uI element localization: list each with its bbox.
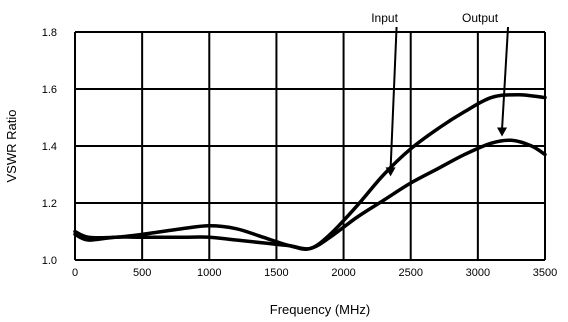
x-tick-label: 500 bbox=[133, 267, 151, 279]
tick-labels: 0 500 1000 1500 2000 2500 3000 3500 1.0 1.2 1.4 1.6… bbox=[42, 27, 558, 279]
x-tick-label: 0 bbox=[72, 267, 78, 279]
series-line-input bbox=[73, 92, 547, 251]
annotations: Input Output bbox=[371, 11, 510, 177]
annotation-label-output: Output bbox=[462, 11, 499, 25]
x-tick-label: 1000 bbox=[197, 267, 221, 279]
axes bbox=[74, 32, 545, 261]
y-tick-label: 1.6 bbox=[42, 84, 57, 96]
y-tick-label: 1.4 bbox=[42, 141, 57, 153]
x-tick-label: 2500 bbox=[398, 267, 422, 279]
y-tick-label: 1.0 bbox=[42, 255, 57, 267]
y-axis-label: VSWR Ratio bbox=[4, 110, 19, 183]
annotation-arrowhead bbox=[497, 127, 508, 137]
y-tick-label: 1.8 bbox=[42, 27, 57, 39]
x-tick-label: 1500 bbox=[264, 267, 288, 279]
x-tick-label: 3500 bbox=[533, 267, 557, 279]
annotation-leader-line bbox=[501, 26, 510, 130]
x-tick-label: 2000 bbox=[331, 267, 355, 279]
series-line-output bbox=[73, 138, 547, 251]
annotation-arrowhead bbox=[385, 167, 396, 177]
annotation-leader-line bbox=[389, 26, 398, 170]
annotation-label-input: Input bbox=[371, 11, 398, 25]
x-tick-label: 3000 bbox=[466, 267, 490, 279]
series-lines bbox=[73, 92, 547, 251]
grid bbox=[75, 31, 546, 260]
y-tick-label: 1.2 bbox=[42, 198, 57, 210]
x-axis-label: Frequency (MHz) bbox=[270, 302, 370, 317]
